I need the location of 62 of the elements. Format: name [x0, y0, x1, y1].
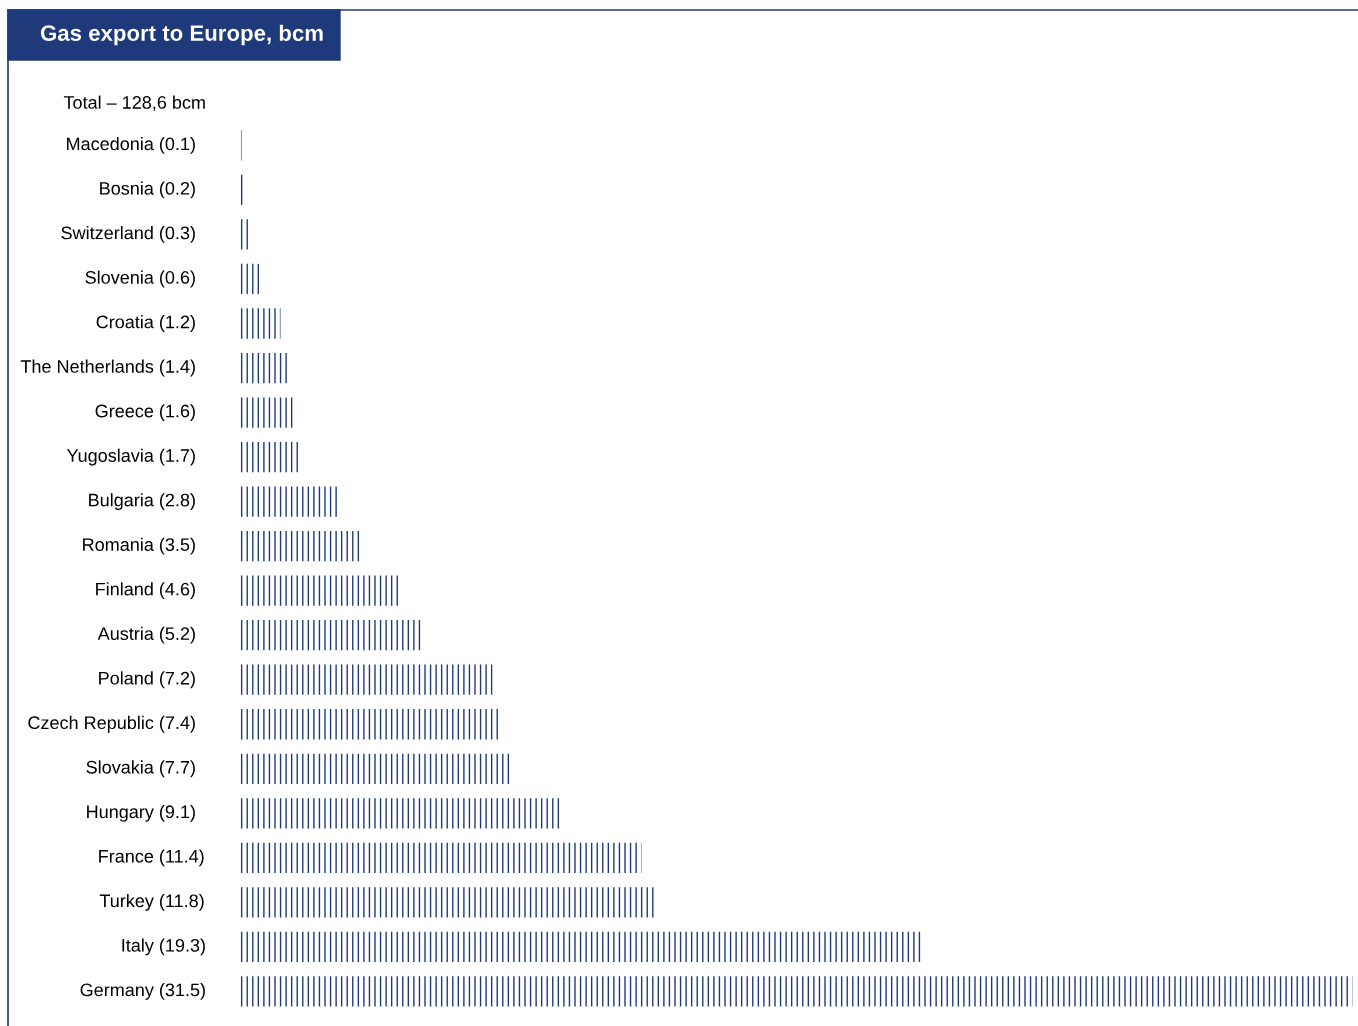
- bar: [238, 575, 401, 606]
- bar: [238, 842, 642, 873]
- bar: [238, 887, 656, 918]
- bar: [238, 308, 281, 339]
- y-tick-label: Turkey: [99, 893, 154, 911]
- data-label: (0.3): [160, 226, 195, 243]
- data-label: (1.2): [160, 315, 195, 332]
- y-tick-label: Bulgaria: [89, 493, 154, 511]
- bar: [238, 620, 422, 651]
- y-tick-label: Hungary: [87, 805, 154, 822]
- y-tick-label: Greece: [95, 404, 154, 418]
- y-tick-label: Italy: [122, 938, 154, 956]
- data-label: (11.4): [160, 849, 204, 867]
- data-label: (2.8): [160, 493, 195, 511]
- bar: [238, 130, 242, 161]
- y-tick-label: Yugoslavia: [66, 448, 154, 466]
- data-label: (3.5): [160, 537, 195, 555]
- data-label: (1.7): [160, 448, 195, 466]
- y-tick-label: Bosnia: [100, 181, 154, 195]
- data-label: (11.8): [160, 893, 204, 911]
- bar: [238, 352, 288, 384]
- bar: [238, 486, 338, 517]
- bar: [238, 263, 260, 295]
- data-label: (9.1): [160, 804, 195, 822]
- bar: [238, 798, 560, 829]
- data-label: (7.7): [160, 760, 195, 778]
- bar: [238, 219, 249, 250]
- data-label: (0.2): [160, 181, 195, 199]
- data-label: (5.2): [160, 626, 195, 644]
- y-tick-label: Slovakia: [86, 760, 154, 774]
- y-tick-label: Germany: [80, 983, 154, 1000]
- y-tick-label: Romania: [83, 537, 154, 551]
- bar: [238, 441, 299, 473]
- bar: [238, 753, 511, 784]
- y-tick-label: Poland: [99, 671, 153, 685]
- data-label: (0.1): [160, 136, 195, 154]
- y-tick-label: The Netherlands: [20, 359, 154, 373]
- bar: [238, 664, 493, 695]
- bar: [238, 531, 362, 562]
- bar: [238, 397, 295, 428]
- bar: [238, 174, 246, 206]
- y-tick-label: Slovenia: [85, 270, 154, 284]
- data-label: (19.3): [160, 938, 205, 956]
- bar: [238, 976, 1353, 1007]
- chart-title: Gas export to Europe, bcm: [40, 24, 323, 46]
- bar: [238, 709, 500, 740]
- data-label: (7.4): [160, 715, 195, 733]
- y-tick-label: Austria: [97, 626, 154, 641]
- data-label: (7.2): [160, 671, 195, 689]
- data-label: (1.6): [160, 404, 195, 421]
- y-tick-label: France: [99, 850, 154, 863]
- y-tick-label: Switzerland: [61, 226, 153, 240]
- data-label: (1.4): [160, 359, 195, 377]
- y-tick-label: Finland: [96, 582, 153, 596]
- bar: [238, 931, 921, 963]
- y-tick-label: Macedonia: [67, 136, 154, 151]
- data-label: (31.5): [160, 983, 205, 1000]
- y-tick-label: Czech Republic: [28, 715, 154, 733]
- data-label: (4.6): [160, 582, 195, 600]
- y-tick-label: Croatia: [96, 315, 154, 329]
- text: Total – 128,6 bcm: [63, 95, 205, 111]
- data-label: (0.6): [160, 270, 195, 288]
